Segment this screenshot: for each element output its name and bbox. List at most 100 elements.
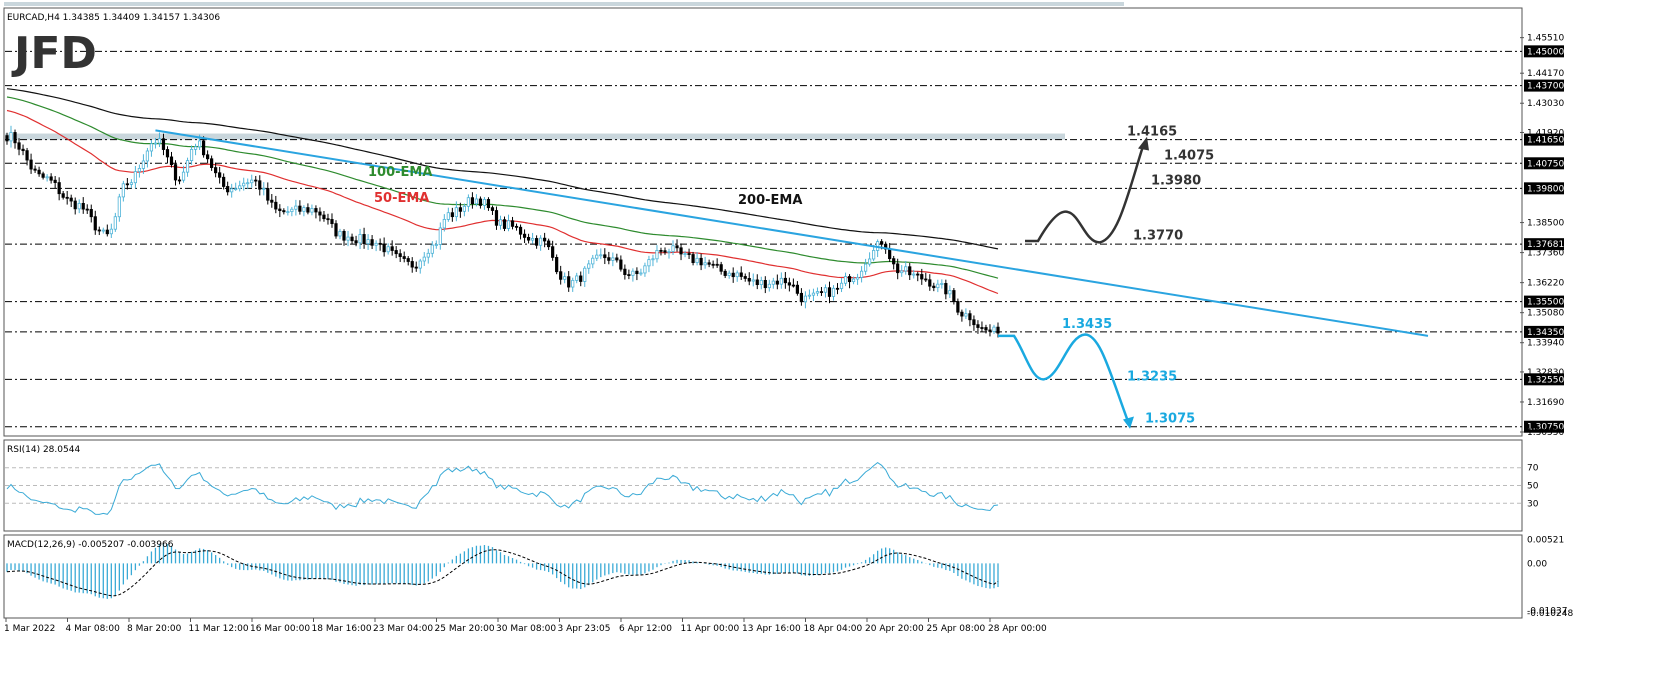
down-target-label-1: 1.3235 (1127, 370, 1177, 385)
candle-body-121 (490, 207, 495, 211)
scenario-paths (998, 136, 1149, 429)
candle-body-137 (555, 257, 559, 273)
candle-body-135 (547, 240, 551, 248)
candle-body-75 (306, 207, 310, 213)
candle-body-242 (976, 324, 980, 328)
price-tick-11: 1.30550 (1527, 428, 1564, 438)
candle-body-142 (575, 275, 579, 281)
candle-body-243 (980, 327, 984, 329)
price-tick-6: 1.36220 (1527, 279, 1564, 289)
candle-body-42 (173, 164, 178, 181)
time-tick-5: 18 Mar 16:00 (312, 624, 372, 634)
candle-body-37 (153, 142, 158, 145)
candle-body-177 (715, 263, 719, 266)
candle-body-169 (683, 253, 687, 255)
candle-body-184 (743, 276, 747, 279)
candle-body-220 (888, 248, 892, 260)
level-label-box-1 (1524, 79, 1564, 92)
candle-body-180 (727, 272, 731, 276)
candle-body-211 (851, 278, 856, 283)
candle-body-85 (346, 236, 350, 241)
level-label-8: 1.32550 (1527, 375, 1564, 385)
candle-body-93 (378, 242, 382, 245)
candle-body-16 (69, 197, 73, 202)
candle-body-36 (149, 143, 154, 152)
candle-body-113 (458, 207, 462, 212)
price-tick-3: 1.41920 (1527, 128, 1564, 138)
level-label-box-2 (1524, 133, 1564, 146)
candle-body-170 (687, 253, 691, 255)
candle-body-158 (639, 272, 643, 275)
candle-body-57 (234, 188, 238, 191)
candle-body-234 (944, 283, 948, 295)
candle-body-222 (896, 263, 900, 274)
candle-body-227 (916, 273, 920, 276)
candle-body-147 (595, 254, 599, 259)
up-target-label-0: 1.4165 (1127, 125, 1177, 140)
candle-body-61 (250, 179, 254, 184)
bullish-scenario-path (1025, 145, 1145, 244)
candle-body-25 (105, 229, 109, 235)
macd-tick-2: -0.01037 (1527, 607, 1567, 617)
candle-body-53 (218, 172, 222, 178)
candle-body-123 (498, 219, 503, 226)
candle-body-82 (334, 223, 338, 237)
rsi-indicator: 70 50 30 (5, 461, 1539, 515)
ema-lines (6, 88, 999, 295)
level-label-4: 1.39800 (1527, 184, 1564, 194)
candle-body-149 (603, 254, 607, 259)
candle-body-47 (193, 146, 198, 150)
candle-body-63 (258, 180, 262, 190)
candle-body-31 (129, 182, 133, 185)
time-tick-4: 16 Mar 00:00 (250, 624, 310, 634)
bearish-scenario-path (998, 333, 1130, 422)
candle-body-109 (442, 219, 446, 229)
candle-body-128 (518, 226, 523, 235)
candle-body-133 (539, 237, 543, 246)
ema-50-line (6, 109, 999, 295)
candle-body-76 (310, 208, 314, 213)
candle-body-215 (868, 258, 872, 265)
macd-tick-0: 0.00521 (1527, 536, 1564, 546)
candle-body-119 (482, 199, 487, 206)
ema-label-1: 50-EMA (374, 191, 429, 206)
candle-body-20 (85, 208, 89, 211)
price-tick-4: 1.38500 (1527, 219, 1564, 229)
candle-body-72 (294, 205, 298, 210)
candle-body-172 (695, 257, 699, 264)
candle-body-114 (462, 205, 466, 212)
up-target-label-1: 1.4075 (1164, 148, 1214, 163)
down-target-label-2: 1.3075 (1145, 412, 1195, 427)
candle-body-110 (446, 212, 450, 220)
level-label-1: 1.43700 (1527, 82, 1564, 92)
up-target-label-2: 1.3980 (1151, 173, 1201, 188)
candle-body-145 (587, 263, 591, 269)
candle-body-46 (189, 148, 194, 161)
candle-body-59 (242, 182, 246, 187)
candle-body-3 (17, 142, 21, 150)
rsi-tick-0: 70 (1527, 464, 1539, 474)
candle-body-101 (410, 261, 414, 268)
time-tick-0: 1 Mar 2022 (4, 624, 55, 634)
candle-body-49 (201, 140, 206, 156)
candle-body-62 (254, 179, 258, 182)
time-tick-2: 8 Mar 20:00 (127, 624, 182, 634)
candle-body-11 (49, 176, 53, 181)
macd-signal-line (6, 549, 999, 597)
candle-body-201 (811, 292, 816, 296)
time-tick-7: 25 Mar 20:00 (435, 624, 495, 634)
candle-body-231 (932, 285, 936, 289)
candle-body-175 (707, 262, 711, 265)
candle-body-136 (551, 246, 555, 258)
candle-body-130 (526, 237, 531, 241)
time-tick-3: 11 Mar 12:00 (189, 624, 249, 634)
candle-body-8 (37, 169, 41, 175)
time-tick-16: 28 Apr 00:00 (988, 624, 1047, 634)
candle-body-38 (157, 138, 162, 144)
candle-body-198 (799, 292, 804, 303)
candles (5, 125, 1000, 338)
candle-body-179 (723, 270, 727, 276)
candle-body-197 (795, 284, 799, 294)
candle-body-56 (230, 188, 234, 193)
candle-body-160 (647, 259, 651, 267)
